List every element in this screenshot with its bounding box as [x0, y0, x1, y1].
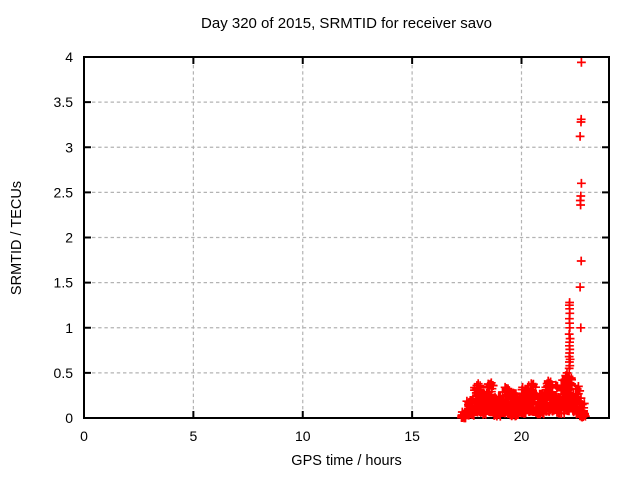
y-tick-label: 3: [65, 139, 73, 155]
x-tick-label: 15: [404, 428, 420, 444]
y-tick-label: 3.5: [54, 94, 74, 110]
x-axis-label: GPS time / hours: [291, 453, 402, 469]
y-tick-label: 0: [65, 410, 73, 426]
gridlines: [92, 65, 601, 410]
y-tick-label: 1.5: [54, 275, 74, 291]
x-tick-label: 10: [295, 428, 311, 444]
axis-ticks: [83, 56, 609, 419]
x-tick-label: 0: [80, 428, 88, 444]
scatter-points: [457, 58, 590, 423]
y-tick-label: 1: [65, 320, 73, 336]
y-tick-labels: 0 0.5 1 1.5 2 2.5 3 3.5 4: [54, 49, 74, 426]
y-tick-label: 2: [65, 230, 73, 246]
x-tick-label: 20: [514, 428, 530, 444]
x-tick-labels: 0 5 10 15 20: [80, 428, 529, 444]
x-tick-label: 5: [189, 428, 197, 444]
y-tick-label: 2.5: [54, 184, 74, 200]
y-tick-label: 0.5: [54, 365, 74, 381]
y-tick-label: 4: [65, 49, 73, 65]
chart-title: Day 320 of 2015, SRMTID for receiver sav…: [201, 15, 492, 32]
